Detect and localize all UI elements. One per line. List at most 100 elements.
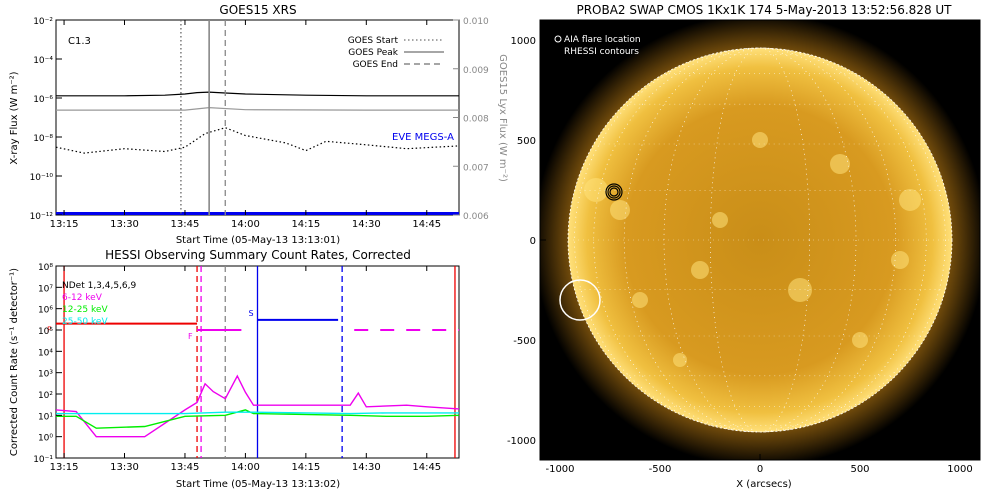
hessi-y-tick-label-5: 10⁴ [38, 348, 53, 358]
goes-x-tick-label-0: 13:15 [50, 219, 79, 230]
hessi-y-tick-label-2: 10¹ [38, 412, 53, 422]
goes-y2-tick-label-2: 0.008 [463, 115, 489, 125]
goes-series-line-0 [56, 91, 459, 97]
hessi-title: HESSI Observing Summary Count Rates, Cor… [105, 248, 411, 262]
hessi-panel: HESSI Observing Summary Count Rates, Cor… [9, 248, 460, 490]
hessi-y-tick-label-9: 10⁸ [38, 263, 53, 273]
aia-flare-marker [559, 279, 601, 321]
hessi-legend-label-1: 6-12 keV [62, 293, 103, 303]
hessi-marks: F F S [47, 266, 460, 458]
hessi-series-line-0 [55, 374, 460, 438]
goes-y-tick-label-3: 10⁻⁶ [33, 95, 53, 105]
goes-y2-tick-label-1: 0.007 [463, 163, 489, 173]
swap-bright-region-4 [899, 189, 921, 211]
goes-y-tick-label-1: 10⁻¹⁰ [30, 173, 54, 183]
hessi-legend-label-2: 12-25 keV [62, 305, 108, 315]
hessi-y-tick-label-8: 10⁷ [38, 284, 53, 294]
goes-y-tick-label-5: 10⁻² [33, 17, 53, 27]
swap-bright-region-5 [691, 261, 709, 279]
goes-y-tick-label-2: 10⁻⁸ [33, 134, 53, 144]
rhessi-legend-label: RHESSI contours [564, 47, 639, 57]
hessi-legend: NDet 1,3,4,5,6,9 6-12 keV 12-25 keV 25-50 k… [62, 281, 137, 327]
swap-y-tick-label-3: 500 [517, 136, 536, 147]
hessi-y-tick-label-3: 10² [38, 391, 53, 401]
rhessi-contour-2 [605, 183, 623, 201]
swap-x-tick-label-3: 500 [850, 464, 869, 475]
goes-x-tick-label-2: 13:45 [171, 219, 200, 230]
swap-bright-region-10 [852, 332, 868, 348]
swap-longitude-line [623, 47, 897, 433]
swap-legend: AIA flare location RHESSI contours [554, 35, 641, 57]
goes-legend-label-0: GOES Start [348, 36, 399, 46]
swap-bright-region-0 [584, 178, 608, 202]
swap-longitude-line [574, 47, 946, 433]
goes-marks [55, 20, 460, 215]
hessi-x-tick-label-3: 14:00 [231, 462, 260, 473]
hessi-flag-label-1: F [188, 332, 193, 341]
swap-bright-region-1 [610, 200, 630, 220]
hessi-ylabel: Corrected Count Rate (s⁻¹ detector⁻¹) [9, 268, 20, 456]
rhessi-contour-1 [607, 185, 621, 199]
swap-y-tick-label-1: -500 [513, 336, 536, 347]
goes-axes: 13:15 13:30 13:45 14:00 14:15 14:30 14:45 10⁻¹²… [30, 17, 489, 230]
swap-bright-region-3 [830, 154, 850, 174]
hessi-y-tick-label-0: 10⁻¹ [33, 455, 53, 465]
hessi-x-tick-label-6: 14:45 [412, 462, 441, 473]
goes-x-tick-label-1: 13:30 [110, 219, 139, 230]
goes-x-tick-label-6: 14:45 [412, 219, 441, 230]
swap-x-tick-label-4: 1000 [947, 464, 972, 475]
hessi-x-tick-label-4: 14:15 [291, 462, 320, 473]
swap-longitude-line [663, 47, 857, 433]
goes-x-tick-label-5: 14:30 [352, 219, 381, 230]
goes-xlabel: Start Time (05-May-13 13:13:01) [176, 235, 340, 246]
hessi-x-tick-label-5: 14:30 [352, 462, 381, 473]
hessi-x-tick-label-1: 13:30 [110, 462, 139, 473]
rhessi-contour-0 [609, 187, 619, 197]
hessi-x-tick-label-2: 13:45 [171, 462, 200, 473]
goes-ylabel-right: GOES15 Lyx Flux (W m⁻²) [497, 54, 508, 182]
swap-title: PROBA2 SWAP CMOS 1Kx1K 174 5-May-2013 13… [576, 3, 952, 17]
eve-label: EVE MEGS-A [392, 132, 454, 143]
swap-y-tick-label-4: 1000 [511, 36, 536, 47]
swap-y-tick-label-2: 0 [530, 236, 536, 247]
goes-x-tick-label-4: 14:15 [291, 219, 320, 230]
goes-y2-tick-label-3: 0.009 [463, 66, 489, 76]
hessi-series-line-2 [56, 411, 459, 415]
hessi-legend-label-3: 25-50 keV [62, 317, 108, 327]
goes-y-tick-label-4: 10⁻⁴ [33, 56, 53, 66]
swap-y-tick-label-0: -1000 [507, 436, 536, 447]
aia-legend-symbol [554, 35, 562, 43]
swap-x-tick-label-2: 0 [757, 464, 763, 475]
goes-class-annotation: C1.3 [68, 36, 91, 47]
goes-y2-tick-label-0: 0.006 [463, 212, 489, 222]
goes-x-tick-label-3: 14:00 [231, 219, 260, 230]
swap-bright-region-11 [673, 353, 687, 367]
swap-xlabel: X (arcsecs) [736, 479, 792, 490]
goes-ylabel: X-ray Flux (W m⁻²) [9, 71, 20, 164]
swap-x-tick-label-0: -1000 [545, 464, 574, 475]
hessi-y-tick-label-6: 10⁵ [38, 327, 53, 337]
swap-longitude-line [593, 47, 927, 433]
swap-axes: -1000 -500 0 500 1000 -1000 -500 0 500 1000 [507, 36, 973, 475]
goes-title: GOES15 XRS [219, 3, 296, 17]
hessi-legend-label-0: NDet 1,3,4,5,6,9 [62, 281, 137, 291]
goes-y-tick-label-0: 10⁻¹² [30, 212, 54, 222]
swap-bright-region-2 [712, 212, 728, 228]
hessi-x-tick-label-0: 13:15 [50, 462, 79, 473]
hessi-flag-label-0: F [47, 326, 52, 335]
aia-legend-label: AIA flare location [564, 35, 641, 45]
goes-legend-label-2: GOES End [353, 60, 398, 70]
swap-bright-region-7 [891, 251, 909, 269]
swap-limb-outline [567, 47, 953, 433]
rhessi-legend-symbol [554, 47, 562, 55]
swap-panel: PROBA2 SWAP CMOS 1Kx1K 174 5-May-2013 13… [507, 3, 981, 490]
goes-series-line-2 [55, 127, 460, 154]
goes-y2-tick-label-4: 0.010 [463, 17, 489, 27]
hessi-xlabel: Start Time (05-May-13 13:13:02) [176, 479, 340, 490]
hessi-y-tick-label-1: 10⁰ [38, 434, 53, 444]
swap-image [540, 20, 980, 460]
swap-solar-disk [568, 48, 952, 432]
hessi-y-tick-label-7: 10⁶ [38, 306, 53, 316]
swap-bright-region-6 [788, 278, 812, 302]
goes-legend: GOES Start GOES Peak GOES End [348, 36, 444, 70]
